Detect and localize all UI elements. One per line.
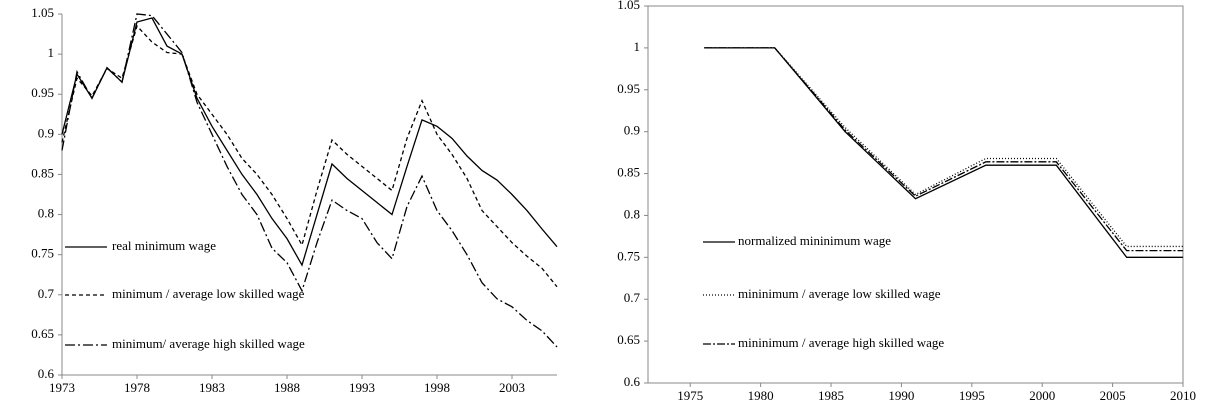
x-tick-label: 1990 xyxy=(888,388,914,403)
y-tick-label: 0.6 xyxy=(38,366,55,381)
y-tick-label: 0.65 xyxy=(617,332,640,347)
data-line xyxy=(704,47,1183,258)
y-tick-label: 0.85 xyxy=(31,165,54,180)
x-tick-label: 1985 xyxy=(818,388,844,403)
data-line xyxy=(704,47,1183,252)
x-tick-label: 1988 xyxy=(274,380,300,395)
legend-label: normalized mininimum wage xyxy=(738,233,891,248)
x-tick-label: 2003 xyxy=(499,380,525,395)
x-tick-label: 2000 xyxy=(1029,388,1055,403)
x-tick-label: 2005 xyxy=(1100,388,1126,403)
data-line xyxy=(61,17,558,267)
legend-label: mininimum / average high skilled wage xyxy=(738,335,944,350)
x-tick-label: 1980 xyxy=(748,388,774,403)
legend-label: minimum / average low skilled wage xyxy=(112,286,305,301)
y-tick-label: 1.05 xyxy=(31,5,54,20)
plot-frame xyxy=(647,5,1184,384)
x-tick-label: 2010 xyxy=(1170,388,1196,403)
x-tick-label: 1975 xyxy=(677,388,703,403)
y-tick-label: 1 xyxy=(634,39,641,54)
y-tick-label: 0.8 xyxy=(38,206,54,221)
x-tick-label: 1993 xyxy=(349,380,375,395)
y-tick-label: 0.85 xyxy=(617,165,640,180)
x-tick-label: 1995 xyxy=(959,388,985,403)
y-tick-label: 0.95 xyxy=(617,81,640,96)
legend-label: minimum/ average high skilled wage xyxy=(112,336,305,351)
legend-label: real minimum wage xyxy=(112,238,216,253)
legend-label: mininimum / average low skilled wage xyxy=(738,286,941,301)
y-tick-label: 0.7 xyxy=(624,290,641,305)
x-tick-label: 1983 xyxy=(199,380,225,395)
y-tick-label: 0.8 xyxy=(624,206,640,221)
y-tick-label: 0.7 xyxy=(38,286,55,301)
y-tick-label: 1 xyxy=(48,45,55,60)
x-tick-label: 1998 xyxy=(424,380,450,395)
data-line xyxy=(704,47,1183,248)
y-tick-label: 1.05 xyxy=(617,0,640,12)
data-line xyxy=(61,13,558,348)
y-tick-label: 0.75 xyxy=(617,248,640,263)
x-tick-label: 1973 xyxy=(49,380,75,395)
y-tick-label: 0.9 xyxy=(38,125,54,140)
y-tick-label: 0.95 xyxy=(31,85,54,100)
x-tick-label: 1978 xyxy=(124,380,150,395)
y-tick-label: 0.75 xyxy=(31,246,54,261)
y-tick-label: 0.65 xyxy=(31,326,54,341)
y-tick-label: 0.6 xyxy=(624,374,641,389)
data-line xyxy=(61,24,558,288)
y-tick-label: 0.9 xyxy=(624,123,640,138)
